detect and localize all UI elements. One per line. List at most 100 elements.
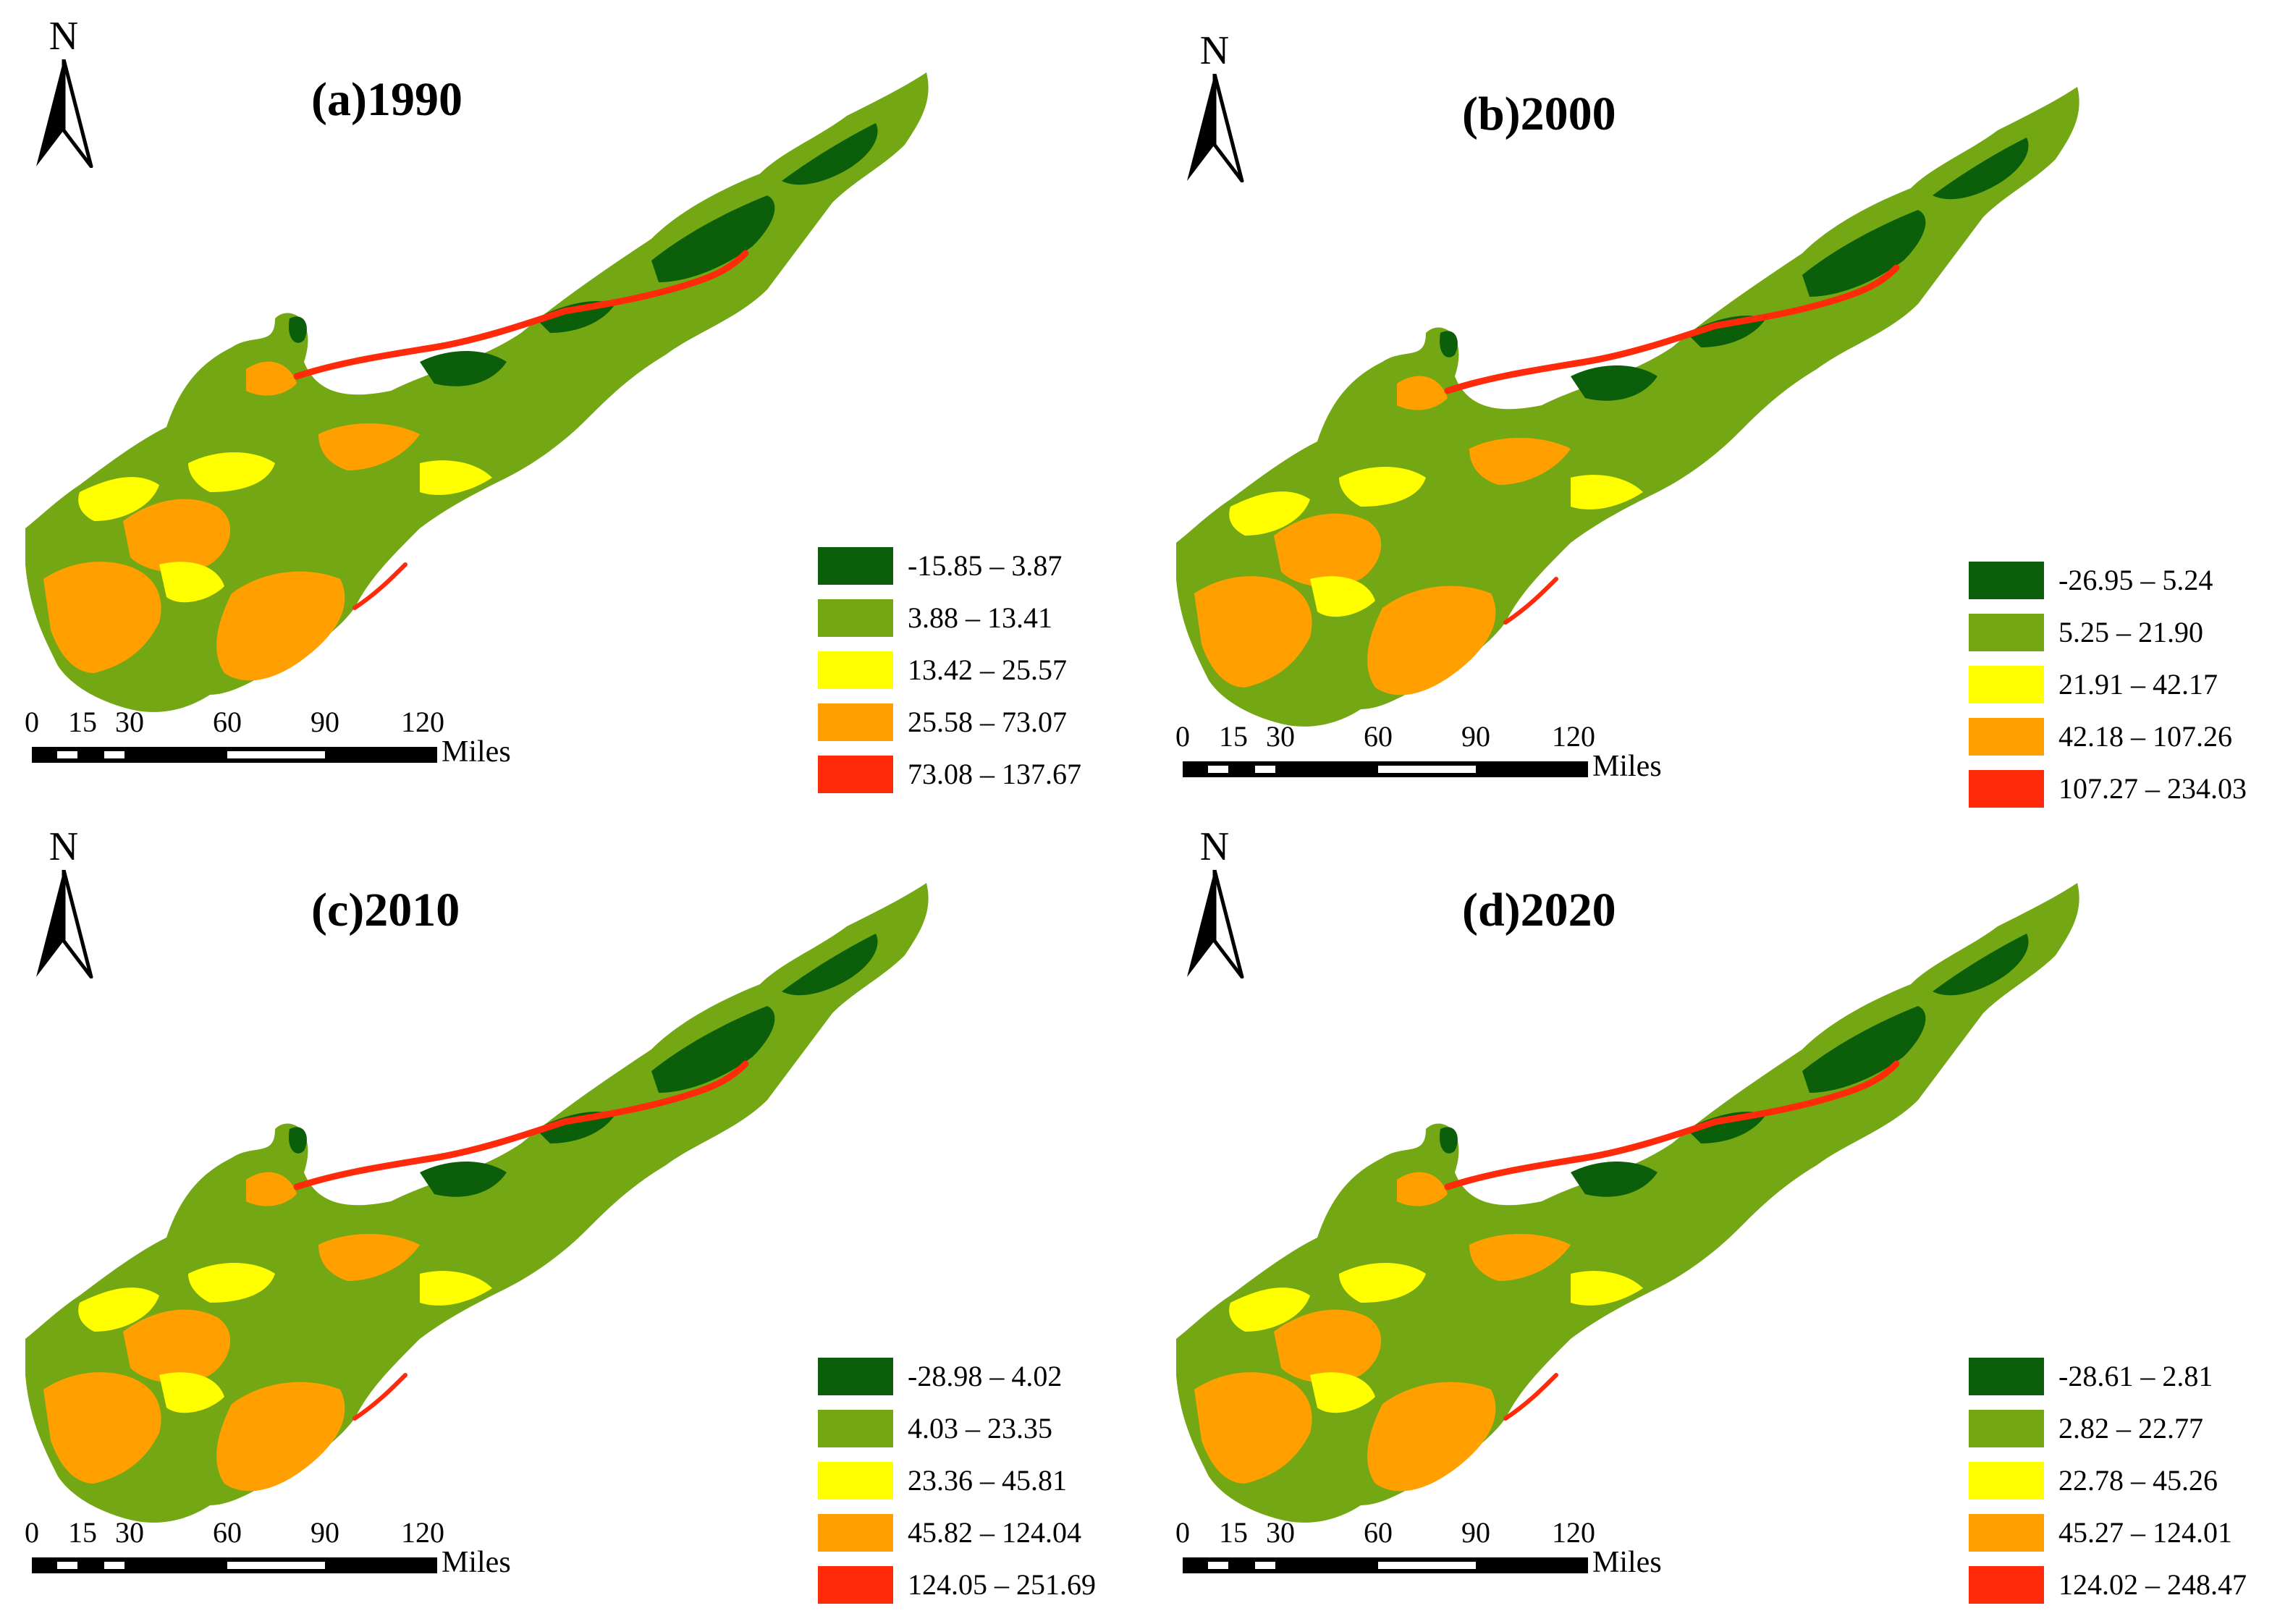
legend-label: 2.82 – 22.77 bbox=[2058, 1412, 2203, 1445]
scale-unit: Miles bbox=[1592, 750, 1662, 783]
scale-bar: Miles 0 15 30 60 90 120 bbox=[25, 706, 524, 786]
scale-tick-label: 30 bbox=[1266, 1516, 1295, 1549]
legend-swatch bbox=[1969, 1462, 2044, 1500]
legend: -15.85 – 3.87 3.88 – 13.41 13.42 – 25.57 25… bbox=[818, 543, 1136, 803]
scale-tick-label: 0 bbox=[1175, 1516, 1190, 1549]
scale-bar: Miles 0 15 30 60 90 120 bbox=[1175, 1516, 1675, 1596]
panel-title: (b)2000 bbox=[1462, 88, 1616, 140]
legend-label: 124.02 – 248.47 bbox=[2058, 1568, 2247, 1601]
legend-item: 107.27 – 234.03 bbox=[1969, 766, 2272, 818]
legend-item: 25.58 – 73.07 bbox=[818, 699, 1136, 751]
north-label: N bbox=[48, 824, 79, 869]
legend-label: 73.08 – 137.67 bbox=[908, 758, 1081, 790]
scale-tick-label: 15 bbox=[1219, 1516, 1248, 1549]
scale-tick-label: 90 bbox=[1461, 720, 1490, 753]
scale-tick-label: 60 bbox=[213, 1516, 242, 1549]
legend-swatch bbox=[1969, 614, 2044, 651]
legend-swatch bbox=[1969, 1566, 2044, 1604]
scale-tick-label: 0 bbox=[25, 706, 39, 738]
legend-label: -28.61 – 2.81 bbox=[2058, 1360, 2213, 1392]
legend-swatch bbox=[818, 1410, 893, 1447]
north-label: N bbox=[1199, 824, 1230, 869]
legend-item: 5.25 – 21.90 bbox=[1969, 609, 2272, 661]
scale-unit: Miles bbox=[1592, 1546, 1662, 1579]
legend-item: 124.05 – 251.69 bbox=[818, 1562, 1136, 1614]
scale-tick-label: 60 bbox=[1364, 1516, 1393, 1549]
legend-swatch bbox=[1969, 666, 2044, 703]
legend: -28.98 – 4.02 4.03 – 23.35 23.36 – 45.81 45… bbox=[818, 1353, 1136, 1614]
legend-swatch bbox=[818, 651, 893, 689]
legend-label: 25.58 – 73.07 bbox=[908, 706, 1067, 738]
panel-title: (d)2020 bbox=[1462, 884, 1616, 936]
scale-tick-label: 120 bbox=[1552, 1516, 1595, 1549]
legend-swatch bbox=[818, 1358, 893, 1395]
legend-swatch bbox=[1969, 562, 2044, 599]
legend-label: 42.18 – 107.26 bbox=[2058, 720, 2232, 753]
legend-swatch bbox=[1969, 1514, 2044, 1552]
north-arrow-icon: N bbox=[28, 825, 100, 991]
map-panel-a: N (a)1990 -15.85 – 3.87 3.88 – 13.41 13.42… bbox=[14, 7, 1144, 811]
legend-item: -15.85 – 3.87 bbox=[818, 543, 1136, 595]
legend-swatch bbox=[818, 599, 893, 637]
legend-label: -28.98 – 4.02 bbox=[908, 1360, 1063, 1392]
legend-label: 107.27 – 234.03 bbox=[2058, 772, 2247, 805]
scale-unit: Miles bbox=[442, 1546, 511, 1579]
scale-tick-label: 30 bbox=[1266, 720, 1295, 753]
scale-tick-label: 120 bbox=[1552, 720, 1595, 753]
north-arrow-icon: N bbox=[1178, 825, 1251, 991]
legend-label: 45.82 – 124.04 bbox=[908, 1516, 1081, 1549]
legend-item: 3.88 – 13.41 bbox=[818, 595, 1136, 647]
legend-item: 124.02 – 248.47 bbox=[1969, 1562, 2272, 1614]
scale-bar: Miles 0 15 30 60 90 120 bbox=[1175, 720, 1675, 800]
north-arrow-icon: N bbox=[1178, 29, 1251, 195]
legend-item: 45.27 – 124.01 bbox=[1969, 1510, 2272, 1562]
legend-label: -26.95 – 5.24 bbox=[2058, 564, 2213, 596]
legend-swatch bbox=[818, 547, 893, 585]
scale-tick-label: 30 bbox=[115, 706, 144, 738]
legend-swatch bbox=[1969, 1358, 2044, 1395]
scale-tick-label: 60 bbox=[1364, 720, 1393, 753]
map-area bbox=[25, 72, 929, 712]
legend-swatch bbox=[1969, 770, 2044, 808]
scale-unit: Miles bbox=[442, 735, 511, 769]
legend-item: 4.03 – 23.35 bbox=[818, 1405, 1136, 1458]
scale-tick-label: 60 bbox=[213, 706, 242, 738]
legend-label: 22.78 – 45.26 bbox=[2058, 1464, 2218, 1497]
legend-item: 22.78 – 45.26 bbox=[1969, 1458, 2272, 1510]
legend-label: -15.85 – 3.87 bbox=[908, 549, 1063, 582]
legend-item: -26.95 – 5.24 bbox=[1969, 557, 2272, 609]
legend-item: 45.82 – 124.04 bbox=[818, 1510, 1136, 1562]
legend-label: 13.42 – 25.57 bbox=[908, 654, 1067, 686]
scale-tick-label: 30 bbox=[115, 1516, 144, 1549]
legend-item: -28.98 – 4.02 bbox=[818, 1353, 1136, 1405]
scale-tick-label: 0 bbox=[1175, 720, 1190, 753]
north-label: N bbox=[48, 14, 79, 59]
map-panel-c: N (c)2010 -28.98 – 4.02 4.03 – 23.35 23.36… bbox=[14, 818, 1144, 1621]
scale-tick-label: 120 bbox=[401, 706, 444, 738]
legend-item: 21.91 – 42.17 bbox=[1969, 661, 2272, 714]
scale-tick-label: 15 bbox=[68, 1516, 97, 1549]
scale-tick-label: 15 bbox=[1219, 720, 1248, 753]
map-area bbox=[25, 883, 929, 1523]
legend-swatch bbox=[818, 756, 893, 793]
legend: -28.61 – 2.81 2.82 – 22.77 22.78 – 45.26 45… bbox=[1969, 1353, 2272, 1614]
scale-tick-label: 90 bbox=[1461, 1516, 1490, 1549]
scale-tick-label: 90 bbox=[311, 1516, 339, 1549]
legend-item: 42.18 – 107.26 bbox=[1969, 714, 2272, 766]
legend-swatch bbox=[818, 703, 893, 741]
legend-label: 23.36 – 45.81 bbox=[908, 1464, 1067, 1497]
scale-bar: Miles 0 15 30 60 90 120 bbox=[25, 1516, 524, 1596]
legend-item: -28.61 – 2.81 bbox=[1969, 1353, 2272, 1405]
legend-label: 3.88 – 13.41 bbox=[908, 601, 1052, 634]
legend-label: 4.03 – 23.35 bbox=[908, 1412, 1052, 1445]
legend-item: 23.36 – 45.81 bbox=[818, 1458, 1136, 1510]
north-label: N bbox=[1199, 28, 1230, 73]
legend-swatch bbox=[818, 1566, 893, 1604]
legend-label: 5.25 – 21.90 bbox=[2058, 616, 2203, 648]
legend-label: 21.91 – 42.17 bbox=[2058, 668, 2218, 701]
legend-swatch bbox=[1969, 718, 2044, 756]
legend-item: 73.08 – 137.67 bbox=[818, 751, 1136, 803]
scale-tick-label: 0 bbox=[25, 1516, 39, 1549]
legend-label: 124.05 – 251.69 bbox=[908, 1568, 1096, 1601]
scale-tick-label: 15 bbox=[68, 706, 97, 738]
